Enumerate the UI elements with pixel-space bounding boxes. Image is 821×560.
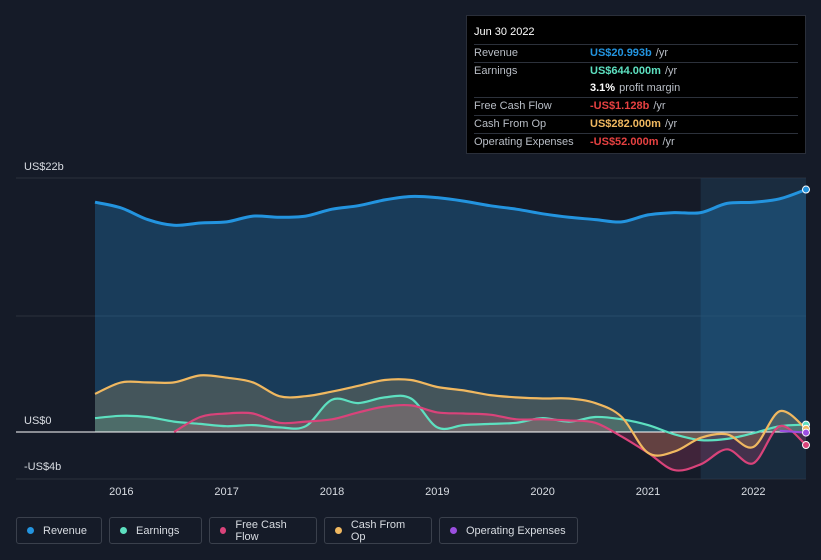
- revenue-endpoint: [802, 185, 810, 194]
- legend-item-earnings[interactable]: Earnings: [109, 517, 202, 544]
- series-areas: [95, 189, 806, 471]
- revenue-area: [95, 189, 806, 432]
- tooltip-unit: /yr: [653, 100, 666, 112]
- revenue-dot-icon: [27, 527, 34, 534]
- tooltip-row-profit-margin: 3.1% profit margin: [474, 80, 798, 97]
- tooltip-value: -US$1.128b: [590, 100, 650, 112]
- tooltip-row-operating-expenses: Operating Expenses -US$52.000m /yr: [474, 133, 798, 151]
- tooltip-value: US$644.000m: [590, 65, 661, 77]
- tooltip-value: 3.1%: [590, 82, 616, 94]
- cash-from-op-area: [95, 375, 806, 456]
- x-tick-label: 2019: [425, 486, 449, 498]
- y-label-bottom: -US$4b: [24, 461, 61, 473]
- tooltip-row-earnings: Earnings US$644.000m /yr: [474, 62, 798, 80]
- legend-item-operating-expenses[interactable]: Operating Expenses: [439, 517, 578, 544]
- free-cash-flow-area: [174, 405, 806, 471]
- series-endpoints: [802, 185, 810, 450]
- series-lines: [94, 188, 807, 472]
- x-axis-ticks: 2016 2017 2018 2019 2020 2021 2022: [109, 486, 765, 498]
- legend-item-revenue[interactable]: Revenue: [16, 517, 102, 544]
- free-cash-flow-dot-icon: [220, 527, 227, 534]
- free-cash-flow-endpoint: [802, 441, 810, 450]
- free-cash-flow-line: [173, 403, 807, 472]
- x-tick-label: 2017: [214, 486, 238, 498]
- tooltip-label: Free Cash Flow: [474, 100, 552, 112]
- cash-from-op-line: [94, 374, 807, 457]
- revenue-line: [94, 188, 807, 227]
- cash-from-op-dot-icon: [335, 527, 342, 534]
- x-tick-label: 2022: [741, 486, 765, 498]
- operating-expenses-endpoint: [802, 428, 810, 437]
- tooltip-unit: /yr: [655, 47, 668, 59]
- x-tick-label: 2016: [109, 486, 133, 498]
- tooltip-value: US$282.000m: [590, 118, 661, 130]
- legend-label: Cash From Op: [350, 518, 406, 543]
- tooltip-row-revenue: Revenue US$20.993b /yr: [474, 44, 798, 62]
- data-tooltip: Jun 30 2022 Revenue US$20.993b /yr Earni…: [466, 15, 806, 154]
- y-label-zero: US$0: [24, 415, 52, 427]
- tooltip-label: Cash From Op: [474, 118, 547, 130]
- y-label-top: US$22b: [24, 161, 64, 173]
- tooltip-unit: /yr: [664, 65, 678, 77]
- earnings-area: [95, 395, 806, 441]
- tooltip-row-cash-from-op: Cash From Op US$282.000m /yr: [474, 115, 798, 133]
- tooltip-label: Earnings: [474, 65, 518, 77]
- tooltip-unit: profit margin: [619, 82, 681, 94]
- tooltip-label: Revenue: [474, 47, 519, 59]
- tooltip-label: [474, 80, 590, 97]
- tooltip-unit: /yr: [662, 136, 675, 148]
- earnings-dot-icon: [120, 527, 127, 534]
- x-tick-label: 2021: [636, 486, 660, 498]
- legend-label: Revenue: [43, 524, 88, 537]
- tooltip-label: Operating Expenses: [474, 136, 574, 148]
- tooltip-unit: /yr: [664, 118, 678, 130]
- operating-expenses-dot-icon: [450, 527, 457, 534]
- tooltip-value: US$20.993b: [590, 47, 652, 59]
- grid: [16, 177, 806, 480]
- chart-legend: Revenue Earnings Free Cash Flow Cash Fro…: [16, 517, 578, 546]
- legend-label: Operating Expenses: [466, 524, 566, 537]
- legend-item-cash-from-op[interactable]: Cash From Op: [324, 517, 432, 544]
- legend-label: Earnings: [136, 524, 180, 537]
- legend-label: Free Cash Flow: [235, 518, 287, 543]
- tooltip-date: Jun 30 2022: [474, 26, 535, 38]
- x-tick-label: 2018: [320, 486, 344, 498]
- tooltip-value: -US$52.000m: [590, 136, 659, 148]
- tooltip-row-free-cash-flow: Free Cash Flow -US$1.128b /yr: [474, 97, 798, 115]
- earnings-line: [94, 394, 807, 442]
- x-tick-label: 2020: [530, 486, 554, 498]
- legend-item-free-cash-flow[interactable]: Free Cash Flow: [209, 517, 317, 544]
